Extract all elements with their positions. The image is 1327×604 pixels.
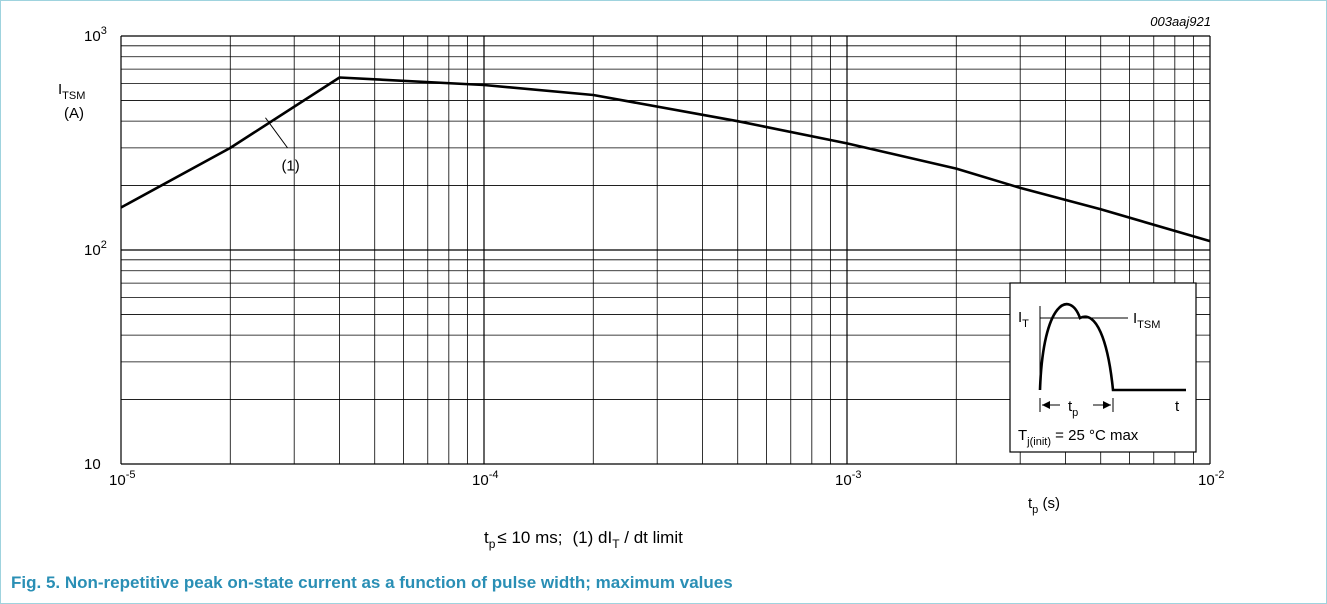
- inset-pulse-diagram: IT ITSM tp t Tj(init) = 25 °C max: [1009, 282, 1197, 453]
- y-axis-label: ITSM: [58, 81, 85, 102]
- x-tick-label: 10-5: [109, 469, 135, 489]
- inset-condition: Tj(init) = 25 °C max: [1018, 427, 1139, 448]
- tick-labels: 10-5 10-4 10-3 10-2 10 102 103: [84, 25, 1224, 489]
- annotation-leader: [265, 117, 288, 149]
- y-tick-label: 102: [84, 239, 107, 259]
- inset-itsm-label: ITSM: [1133, 310, 1160, 331]
- x-axis-label: tp (s): [1028, 495, 1060, 516]
- inset-arrowhead-left: [1042, 401, 1050, 409]
- y-tick-label: 103: [84, 25, 107, 45]
- series-line-0: [120, 76, 1211, 243]
- inset-pulse-curve: [1038, 302, 1186, 392]
- annotation-label: (1): [281, 158, 299, 175]
- y-tick-label: 10: [84, 456, 101, 473]
- inset-tp-label: tp: [1068, 398, 1078, 419]
- inset-t-label: t: [1175, 398, 1180, 415]
- inset-it-label: IT: [1018, 309, 1029, 330]
- x-tick-label: 10-4: [472, 469, 498, 489]
- figure-code: 003aaj921: [1150, 14, 1211, 29]
- x-tick-label: 10-3: [835, 469, 861, 489]
- y-axis-unit: (A): [64, 105, 84, 122]
- series-curves: [120, 76, 1211, 243]
- figure-caption: Fig. 5. Non-repetitive peak on-state cur…: [11, 573, 733, 592]
- x-tick-label: 10-2: [1198, 469, 1224, 489]
- conditions-text: tp ≤ 10 ms; (1) dIT / dt limit: [484, 528, 683, 551]
- inset-arrowhead-right: [1103, 401, 1111, 409]
